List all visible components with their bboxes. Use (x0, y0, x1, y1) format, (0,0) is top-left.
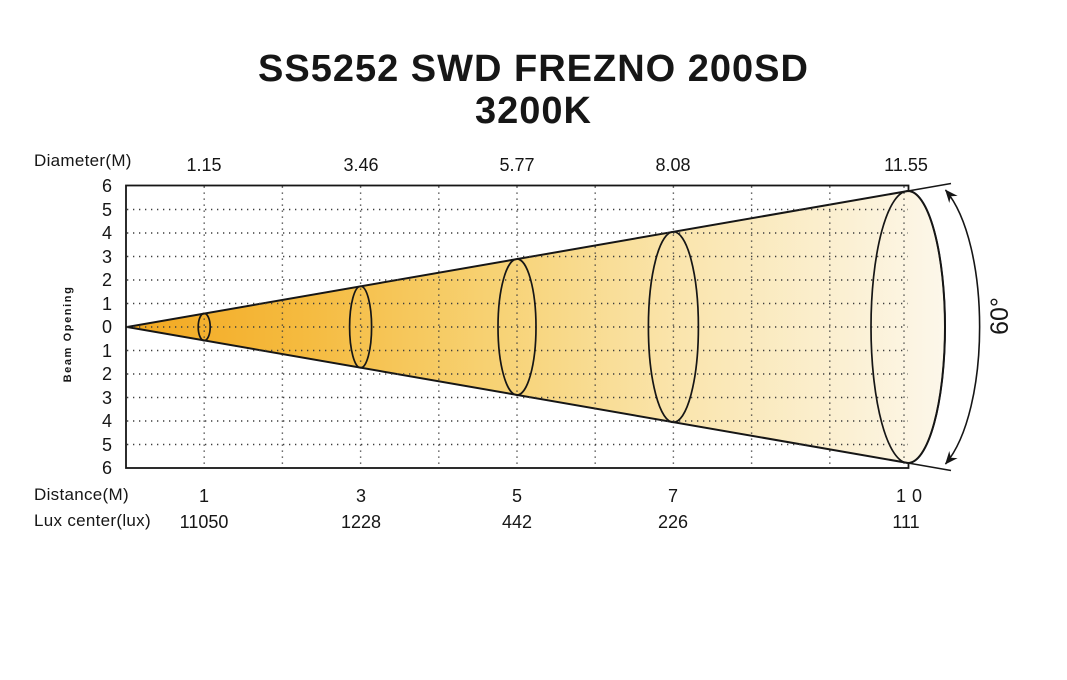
lux-value-5m: 442 (501, 512, 533, 532)
lux-value-7m: 226 (657, 512, 689, 532)
y-tick: 4 (101, 223, 112, 243)
distance-value-1: 1 (198, 486, 209, 506)
distance-value-10: 10 (895, 486, 929, 506)
page-subtitle: 3200K (475, 90, 592, 132)
grid (127, 186, 908, 468)
y-axis-label: Beam Opening (62, 285, 74, 383)
beam-ellipse-1m (197, 312, 212, 342)
y-tick: 1 (101, 341, 112, 361)
angle-arc (944, 189, 981, 465)
lux-value-1m: 11050 (179, 512, 229, 532)
y-tick: 6 (101, 458, 112, 478)
diameter-value-7m: 8.08 (655, 155, 691, 175)
y-tick: 4 (101, 411, 112, 431)
distance-value-3: 3 (355, 486, 366, 506)
y-tick: 0 (101, 317, 112, 337)
y-tick: 5 (101, 435, 112, 455)
y-tick: 3 (101, 388, 112, 408)
distance-value-5: 5 (511, 486, 522, 506)
lux-row-label: Lux center(lux) (34, 511, 151, 530)
diameter-value-5m: 5.77 (499, 155, 535, 175)
y-tick: 3 (101, 247, 112, 267)
beam-ellipse-3m (348, 285, 373, 369)
distance-value-7: 7 (667, 486, 678, 506)
lux-value-3m: 1228 (340, 512, 382, 532)
beam-ellipse-5m (497, 258, 537, 396)
diameter-row-label: Diameter(M) (34, 151, 132, 170)
y-tick: 2 (101, 364, 112, 384)
dimension-extension-lines (907, 182, 952, 472)
diameter-value-1m: 1.15 (186, 155, 222, 175)
y-tick: 2 (101, 270, 112, 290)
diameter-value-3m: 3.46 (343, 155, 379, 175)
beam-angle-label: 60° (986, 297, 1014, 335)
distance-row-label: Distance(M) (34, 485, 129, 504)
lux-value-10m: 111 (892, 512, 920, 532)
page-title: SS5252 SWD FREZNO 200SD (258, 48, 809, 90)
y-tick: 1 (101, 294, 112, 314)
diameter-value-10m: 11.55 (884, 155, 928, 175)
y-tick: 6 (101, 176, 112, 196)
y-tick: 5 (101, 200, 112, 220)
beam-ellipse-7m (647, 230, 700, 424)
